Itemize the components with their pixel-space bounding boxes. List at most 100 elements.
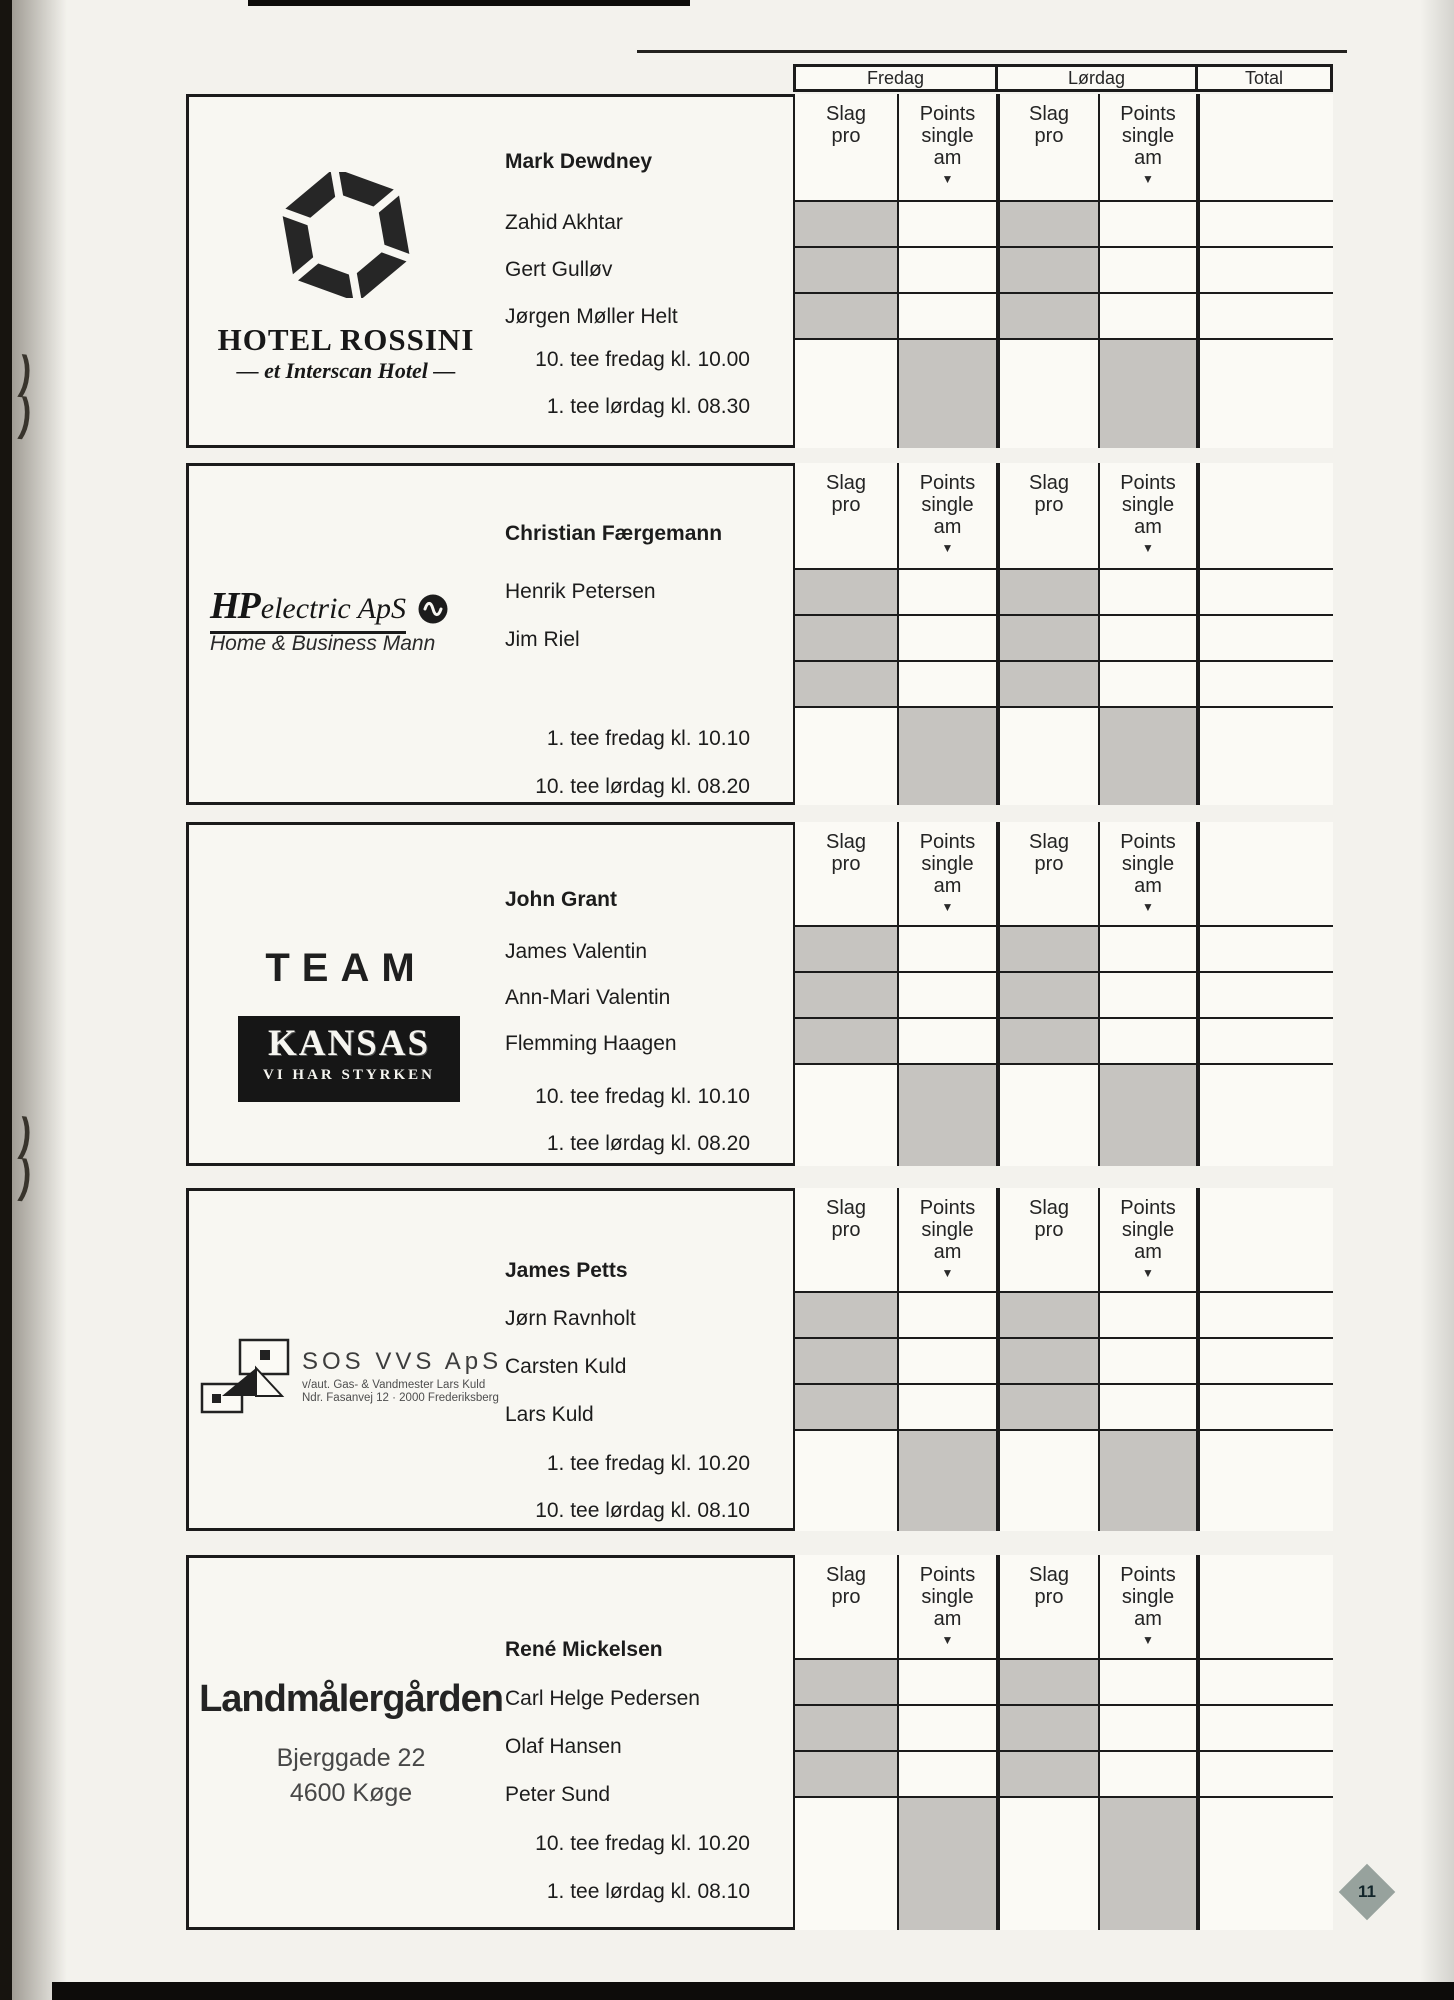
score-cell-total	[1200, 1660, 1333, 1706]
points-label: Points	[919, 1197, 976, 1219]
am-label: am	[933, 516, 962, 538]
captain-name: Christian Færgemann	[505, 522, 723, 545]
sponsor-address: Bjerggade 22	[276, 1744, 426, 1772]
score-cell-points	[1100, 708, 1200, 805]
column-header-points-single-am: Points single am ▼	[899, 1188, 1000, 1293]
score-cell-slag	[795, 616, 899, 662]
score-grid: Slag pro Points single am ▼ Slag pro Points si…	[793, 1188, 1333, 1531]
down-arrow-icon: ▼	[941, 900, 954, 914]
slag-label: Slag	[1028, 1564, 1070, 1586]
pro-label: pro	[1034, 1586, 1064, 1608]
sponsor-address: 4600 Køge	[289, 1779, 413, 1807]
score-cell-points	[899, 708, 1000, 805]
score-cell-points	[899, 202, 1000, 248]
score-cell-points	[1100, 662, 1200, 708]
total-header-cell	[1200, 1555, 1333, 1660]
column-header-slag-pro: Slag pro	[1000, 1555, 1100, 1660]
kansas-wordmark: KANSAS	[267, 1023, 431, 1064]
tee-time: 10. tee fredag kl. 10.00	[535, 348, 750, 371]
single-label: single	[921, 1586, 974, 1608]
sponsor-tagline: — et Interscan Hotel —	[236, 358, 456, 383]
column-header-points-single-am: Points single am ▼	[899, 94, 1000, 202]
score-cell-points	[1100, 927, 1200, 973]
down-arrow-icon: ▼	[1142, 1266, 1154, 1280]
score-cell-slag	[795, 1019, 899, 1065]
pro-label: pro	[1034, 1219, 1064, 1241]
column-header-points-single-am: Points single am ▼	[1100, 1188, 1200, 1293]
book-spine-shadow	[0, 0, 12, 2000]
captain-name: John Grant	[505, 888, 618, 911]
score-cell-points	[1100, 248, 1200, 294]
score-cell-total	[1200, 1065, 1333, 1166]
column-header-slag-pro: Slag pro	[795, 94, 899, 202]
sos-vvs-logo-mark	[200, 1338, 290, 1414]
slag-label: Slag	[825, 1197, 867, 1219]
score-cell-slag	[1000, 1339, 1100, 1385]
total-header-cell	[1200, 463, 1333, 570]
score-cell-total	[1200, 927, 1333, 973]
score-cell-slag	[795, 708, 899, 805]
column-header-points-single-am: Points single am ▼	[1100, 463, 1200, 570]
score-cell-slag	[1000, 708, 1100, 805]
captain-name: James Petts	[505, 1259, 628, 1282]
total-header-cell	[1200, 1188, 1333, 1293]
hp-electric-wordmark: HPelectric ApS	[210, 584, 407, 634]
score-cell-slag	[795, 1706, 899, 1752]
player-name: James Valentin	[505, 940, 648, 963]
score-cell-total	[1200, 1019, 1333, 1065]
pro-label: pro	[831, 1586, 861, 1608]
column-header-points-single-am: Points single am ▼	[1100, 1555, 1200, 1660]
score-cell-total	[1200, 248, 1333, 294]
pro-label: pro	[1034, 853, 1064, 875]
score-cell-points	[1100, 1339, 1200, 1385]
slag-label: Slag	[1028, 472, 1070, 494]
score-cell-total	[1200, 973, 1333, 1019]
down-arrow-icon: ▼	[1142, 900, 1154, 914]
score-cell-slag	[795, 1339, 899, 1385]
score-cell-points	[899, 973, 1000, 1019]
score-cell-slag	[795, 1293, 899, 1339]
sponsor-name-team: TEAM	[265, 946, 427, 990]
points-label: Points	[919, 103, 976, 125]
hp-rest-text: electric ApS	[260, 592, 407, 625]
single-label: single	[1121, 125, 1175, 147]
single-label: single	[1121, 494, 1175, 516]
am-label: am	[933, 147, 962, 169]
score-cell-points	[899, 570, 1000, 616]
down-arrow-icon: ▼	[941, 1266, 954, 1280]
score-cell-points	[899, 294, 1000, 340]
score-cell-points	[1100, 1293, 1200, 1339]
day-header-strip: Fredag Lørdag Total	[793, 64, 1333, 92]
score-cell-slag	[1000, 616, 1100, 662]
player-name: Peter Sund	[505, 1783, 611, 1806]
score-cell-points	[1100, 1065, 1200, 1166]
score-cell-points	[899, 1019, 1000, 1065]
score-grid: Slag pro Points single am ▼ Slag pro Points si…	[793, 1555, 1333, 1930]
score-cell-total	[1200, 1431, 1333, 1531]
score-cell-slag	[795, 1431, 899, 1531]
score-cell-total	[1200, 616, 1333, 662]
column-header-points-single-am: Points single am ▼	[1100, 94, 1200, 202]
score-cell-points	[1100, 340, 1200, 448]
score-cell-points	[1100, 1385, 1200, 1431]
scan-edge-bar-top	[248, 0, 690, 6]
sponsor-name: HOTEL ROSSINI	[217, 322, 475, 357]
scan-edge-bar-bottom	[52, 1982, 1454, 2000]
slag-label: Slag	[1028, 831, 1070, 853]
score-cell-total	[1200, 1339, 1333, 1385]
score-cell-points	[1100, 1660, 1200, 1706]
slag-label: Slag	[1028, 1197, 1070, 1219]
score-cell-slag	[1000, 662, 1100, 708]
score-cell-points	[899, 1660, 1000, 1706]
column-header-slag-pro: Slag pro	[1000, 463, 1100, 570]
player-name: Lars Kuld	[505, 1403, 594, 1426]
single-label: single	[921, 1219, 974, 1241]
tee-time: 1. tee fredag kl. 10.10	[546, 727, 750, 750]
points-label: Points	[919, 831, 976, 853]
player-name: Flemming Haagen	[505, 1032, 677, 1055]
tee-time: 10. tee lørdag kl. 08.10	[535, 1499, 750, 1522]
sponsor-tagline: Home & Business Mann	[210, 632, 436, 655]
single-label: single	[1121, 1586, 1175, 1608]
player-name: Jørn Ravnholt	[505, 1307, 636, 1330]
score-cell-slag	[1000, 202, 1100, 248]
